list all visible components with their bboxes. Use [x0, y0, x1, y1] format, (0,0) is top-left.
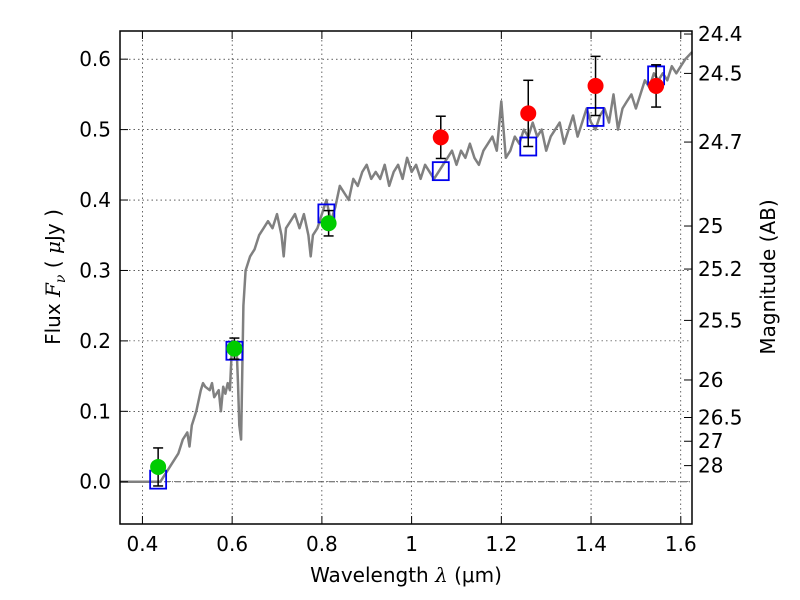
- y2-tick-label: 24.7: [698, 130, 743, 154]
- x-tick-label: 1.6: [665, 532, 697, 556]
- y-tick-label: 0.6: [79, 47, 111, 71]
- y2-tick-label: 24.4: [698, 22, 743, 46]
- observed-flux-point: [150, 458, 167, 475]
- y2-tick-label: 24.5: [698, 61, 743, 85]
- x-tick-label: 0.8: [306, 532, 338, 556]
- x-tick-label: 1.2: [485, 532, 517, 556]
- x-tick-label: 0.4: [127, 532, 159, 556]
- y-tick-label: 0.3: [79, 258, 111, 282]
- y-tick-label: 0.0: [79, 470, 111, 494]
- axis-ticks: [120, 31, 692, 524]
- y-tick-label: 0.5: [79, 118, 111, 142]
- y2-tick-label: 25.5: [698, 308, 743, 332]
- observed-flux-point: [648, 77, 665, 94]
- observed-flux-point: [520, 105, 537, 122]
- observed-flux-point: [587, 77, 604, 94]
- y2-tick-label: 25: [698, 214, 723, 238]
- x-tick-label: 1: [405, 532, 418, 556]
- y-axis-title: Flux Fν ( μJy ): [41, 209, 69, 345]
- x-tick-label: 0.6: [216, 532, 248, 556]
- x-tick-label: 1.4: [575, 532, 607, 556]
- y-tick-label: 0.1: [79, 399, 111, 423]
- y-tick-label: 0.2: [79, 329, 111, 353]
- observed-flux-point: [432, 129, 449, 146]
- grid-lines: [120, 31, 692, 524]
- observed-flux-point: [320, 215, 337, 232]
- model-photometry-square: [431, 161, 450, 182]
- y2-axis-title: Magnitude (AB): [756, 199, 780, 354]
- y2-tick-label: 27: [698, 429, 723, 453]
- y2-tick-label: 26.5: [698, 406, 743, 430]
- observed-flux-series: [150, 77, 665, 475]
- y2-tick-label: 26: [698, 368, 723, 392]
- y2-tick-label: 28: [698, 454, 723, 478]
- x-axis-title: Wavelength λ (μm): [310, 563, 502, 587]
- y-tick-label: 0.4: [79, 188, 111, 212]
- tick-labels: 0.4 0.6 0.8 1 1.2 1.4 1.6 0.0 0.1 0.2 0.3 0.4 0.5 0.6…: [79, 22, 742, 556]
- observed-flux-point: [226, 340, 243, 357]
- y2-tick-label: 25.2: [698, 257, 743, 281]
- plot-frame: [119, 30, 693, 525]
